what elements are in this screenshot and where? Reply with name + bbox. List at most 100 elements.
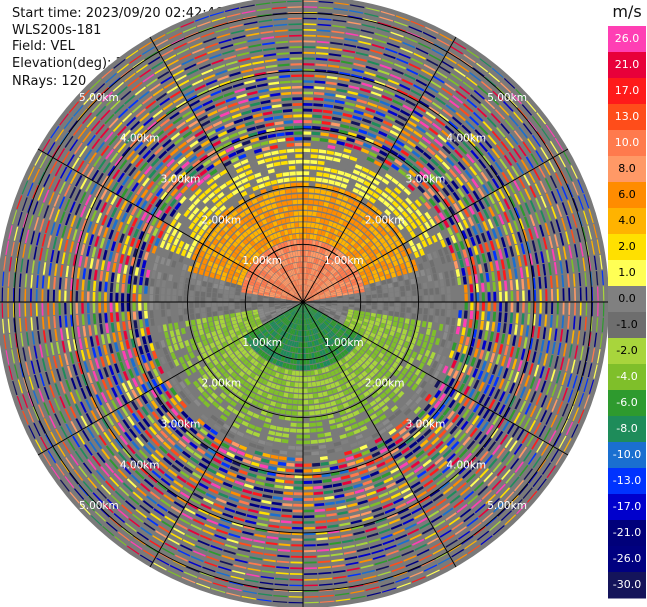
velocity-gate [122,274,127,284]
velocity-gate [272,332,278,338]
velocity-gate [80,387,87,400]
velocity-gate [303,57,315,60]
velocity-gate [272,496,283,500]
velocity-gate [263,322,270,327]
velocity-gate [458,394,466,404]
velocity-gate [292,329,296,335]
velocity-gate [252,413,260,419]
velocity-gate [113,455,123,466]
velocity-gate [477,405,486,416]
velocity-gate [195,291,200,297]
velocity-gate [336,311,342,315]
velocity-gate [278,361,284,367]
velocity-gate [134,328,140,338]
velocity-gate [412,290,417,296]
velocity-gate [465,76,478,86]
velocity-gate [549,175,558,189]
velocity-gate [365,311,371,316]
velocity-gate [344,355,350,362]
velocity-gate [291,538,303,541]
velocity-gate [406,302,412,308]
velocity-gate [380,229,387,237]
velocity-gate [280,356,286,362]
velocity-gate [193,422,202,431]
velocity-gate [370,286,376,291]
velocity-gate [315,312,321,318]
velocity-gate [161,520,174,529]
velocity-gate [182,420,191,429]
velocity-gate [233,564,247,569]
velocity-gate [95,335,100,346]
velocity-gate [234,480,245,486]
velocity-gate [208,487,219,495]
velocity-gate [313,364,318,370]
velocity-gate [179,276,185,283]
velocity-gate [433,519,446,528]
velocity-gate [332,357,338,363]
velocity-gate [317,288,322,293]
velocity-gate [579,242,584,257]
velocity-gate [392,99,403,107]
velocity-gate [357,439,366,446]
velocity-gate [292,304,298,307]
velocity-gate [406,371,413,379]
velocity-gate [223,294,229,299]
velocity-gate [358,190,366,197]
velocity-gate [39,247,43,261]
velocity-gate [266,381,272,387]
velocity-gate [265,541,278,546]
velocity-gate [317,23,331,27]
velocity-gate [315,258,320,265]
velocity-gate [437,330,443,339]
velocity-gate [502,323,507,334]
velocity-gate [421,356,428,364]
velocity-gate [514,324,518,335]
velocity-gate [482,221,489,231]
velocity-gate [96,381,103,393]
velocity-gate [455,326,461,335]
velocity-gate [392,209,400,217]
velocity-gate [282,398,288,404]
velocity-gate [330,260,335,266]
velocity-gate [249,503,260,508]
velocity-gate [255,528,267,533]
velocity-gate [333,581,348,585]
velocity-gate [279,537,291,541]
velocity-gate [322,420,329,426]
velocity-gate [375,409,384,417]
velocity-gate [458,530,471,540]
velocity-gate [335,265,341,271]
velocity-gate [330,552,343,557]
velocity-gate [431,436,440,446]
velocity-gate [412,445,422,454]
velocity-gate [428,198,436,207]
velocity-gate [499,158,508,170]
velocity-gate [313,294,319,298]
velocity-gate [33,422,41,437]
velocity-gate [161,309,166,317]
velocity-gate [326,281,332,287]
velocity-gate [331,564,345,568]
velocity-gate [333,368,340,375]
velocity-gate [131,389,138,399]
velocity-gate [226,418,234,426]
velocity-gate [576,360,582,375]
velocity-gate [145,392,153,402]
velocity-gate [246,307,252,311]
velocity-gate [459,335,465,344]
velocity-gate [339,71,351,76]
velocity-gate [468,275,473,284]
velocity-gate [180,410,189,419]
velocity-gate [318,308,325,312]
velocity-gate [313,194,320,200]
velocity-gate [303,80,314,83]
velocity-gate [443,385,451,395]
velocity-gate [98,292,102,302]
velocity-gate [531,240,537,252]
velocity-gate [311,217,316,223]
velocity-gate [369,126,379,133]
velocity-gate [257,297,263,300]
velocity-gate [225,356,232,363]
velocity-gate [91,424,100,436]
velocity-gate [257,598,272,602]
